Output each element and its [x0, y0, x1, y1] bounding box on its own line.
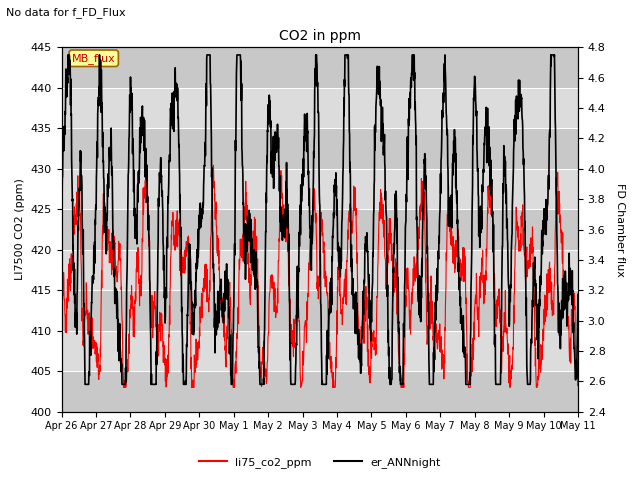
Bar: [61, 371, 578, 412]
Y-axis label: FD Chamber flux: FD Chamber flux: [615, 182, 625, 276]
Text: MB_flux: MB_flux: [72, 53, 116, 64]
Y-axis label: LI7500 CO2 (ppm): LI7500 CO2 (ppm): [15, 179, 25, 280]
Bar: [61, 128, 578, 169]
Title: CO2 in ppm: CO2 in ppm: [279, 29, 361, 43]
Legend: li75_co2_ppm, er_ANNnight: li75_co2_ppm, er_ANNnight: [195, 452, 445, 472]
Bar: [61, 209, 578, 250]
Bar: [61, 48, 578, 88]
Bar: [61, 290, 578, 331]
Text: No data for f_FD_Flux: No data for f_FD_Flux: [6, 7, 126, 18]
